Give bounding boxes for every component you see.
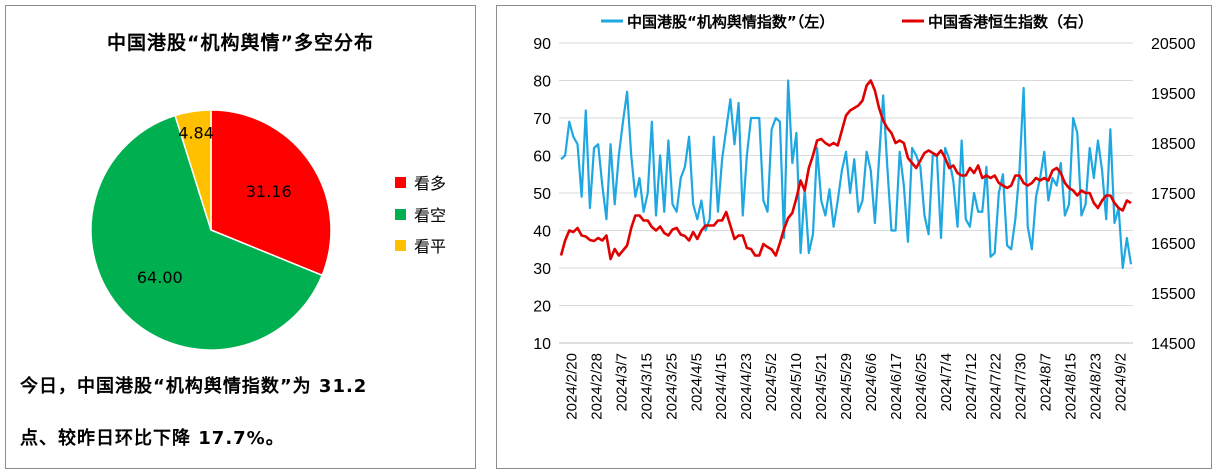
- summary-line-2: 点、较昨日环比下降 17.7%。: [20, 428, 285, 449]
- x-axis-tick: 2024/7/30: [1013, 353, 1030, 420]
- left-axis-tick: 80: [533, 74, 551, 91]
- left-axis-tick: 10: [533, 336, 551, 353]
- x-axis-tick: 2024/4/15: [713, 353, 730, 420]
- sentiment-pie-panel: 中国港股“机构舆情”多空分布 31.16 64.00 4.84 看多 看空 看平 今…: [5, 5, 476, 469]
- x-axis-tick: 2024/5/2: [763, 353, 780, 411]
- legend-swatch-neutral: [395, 239, 406, 251]
- x-axis-tick: 2024/9/2: [1113, 353, 1130, 411]
- summary-text: 今日，中国港股“机构舆情指数”为 31.2 点、较昨日环比下降 17.7%。: [20, 361, 465, 465]
- x-axis-tick: 2024/8/7: [1038, 353, 1055, 411]
- left-axis-tick: 20: [533, 299, 551, 316]
- x-axis-tick: 2024/5/10: [788, 353, 805, 420]
- pie-slice-neutral: [174, 109, 212, 231]
- pie-label-neutral: 4.84: [178, 124, 214, 143]
- summary-line-1: 今日，中国港股“机构舆情指数”为 31.2: [20, 376, 368, 397]
- sentiment-line-panel: 10 20 30 40 50 60 70 80 90 14500 15500 16500 17500 18…: [496, 5, 1212, 469]
- left-axis-tick: 70: [533, 111, 551, 128]
- left-axis-tick: 50: [533, 186, 551, 203]
- x-axis-tick: 2024/3/15: [638, 353, 655, 420]
- right-axis-tick: 16500: [1151, 236, 1196, 253]
- right-axis-tick: 15500: [1151, 286, 1196, 303]
- pie-label-bear: 64.00: [137, 268, 183, 287]
- right-axis-tick: 20500: [1151, 36, 1196, 53]
- x-axis-tick: 2024/8/23: [1088, 353, 1105, 420]
- sentiment-pie-chart: 31.16 64.00 4.84: [90, 109, 332, 351]
- x-axis-tick: 2024/2/20: [563, 353, 580, 420]
- x-axis-tick: 2024/3/7: [613, 353, 630, 411]
- legend-label-bull: 看多: [414, 174, 447, 193]
- legend-item-bull: 看多: [395, 172, 447, 193]
- right-axis-tick: 17500: [1151, 186, 1196, 203]
- pie-label-bull: 31.16: [246, 182, 292, 201]
- legend-label-neutral: 看平: [414, 237, 447, 256]
- left-axis-tick: 90: [533, 36, 551, 53]
- x-axis-tick: 2024/4/23: [738, 353, 755, 420]
- x-axis-tick: 2024/7/4: [938, 353, 955, 411]
- x-axis-tick: 2024/2/28: [588, 353, 605, 420]
- series-line-hang-seng: [559, 79, 1132, 261]
- legend-label-sentiment: 中国港股“机构舆情指数”（左）: [627, 13, 834, 31]
- pie-slice-bull: [210, 109, 332, 277]
- series-line-sentiment-index: [560, 79, 1133, 270]
- legend-item-bear: 看空: [395, 204, 447, 225]
- right-axis-tick: 18500: [1151, 136, 1196, 153]
- x-axis-tick: 2024/7/22: [988, 353, 1005, 420]
- legend-item-neutral: 看平: [395, 235, 447, 256]
- left-axis-tick: 30: [533, 261, 551, 278]
- x-axis-tick: 2024/4/5: [688, 353, 705, 411]
- x-axis-tick: 2024/5/29: [838, 353, 855, 420]
- x-axis-tick: 2024/6/25: [913, 353, 930, 420]
- legend-swatch-bear: [395, 208, 406, 220]
- right-axis-tick: 19500: [1151, 86, 1196, 103]
- x-axis-tick: 2024/5/21: [813, 353, 830, 420]
- pie-slice-bear: [90, 114, 324, 351]
- sentiment-line-chart: 10 20 30 40 50 60 70 80 90 14500 15500 16500 17500 18…: [533, 13, 1196, 420]
- x-axis-tick: 2024/7/12: [963, 353, 980, 420]
- left-axis-tick: 60: [533, 149, 551, 166]
- x-axis-tick: 2024/8/15: [1063, 353, 1080, 420]
- legend-label-hang-seng: 中国香港恒生指数（右）: [928, 13, 1093, 31]
- x-axis-tick: 2024/6/17: [888, 353, 905, 420]
- x-axis-tick: 2024/3/25: [663, 353, 680, 420]
- pie-title: 中国港股“机构舆情”多空分布: [107, 32, 374, 54]
- x-axis-tick: 2024/6/6: [863, 353, 880, 411]
- right-axis-tick: 14500: [1151, 336, 1196, 353]
- left-axis-tick: 40: [533, 224, 551, 241]
- legend-label-bear: 看空: [414, 206, 447, 225]
- legend-swatch-bull: [395, 176, 406, 188]
